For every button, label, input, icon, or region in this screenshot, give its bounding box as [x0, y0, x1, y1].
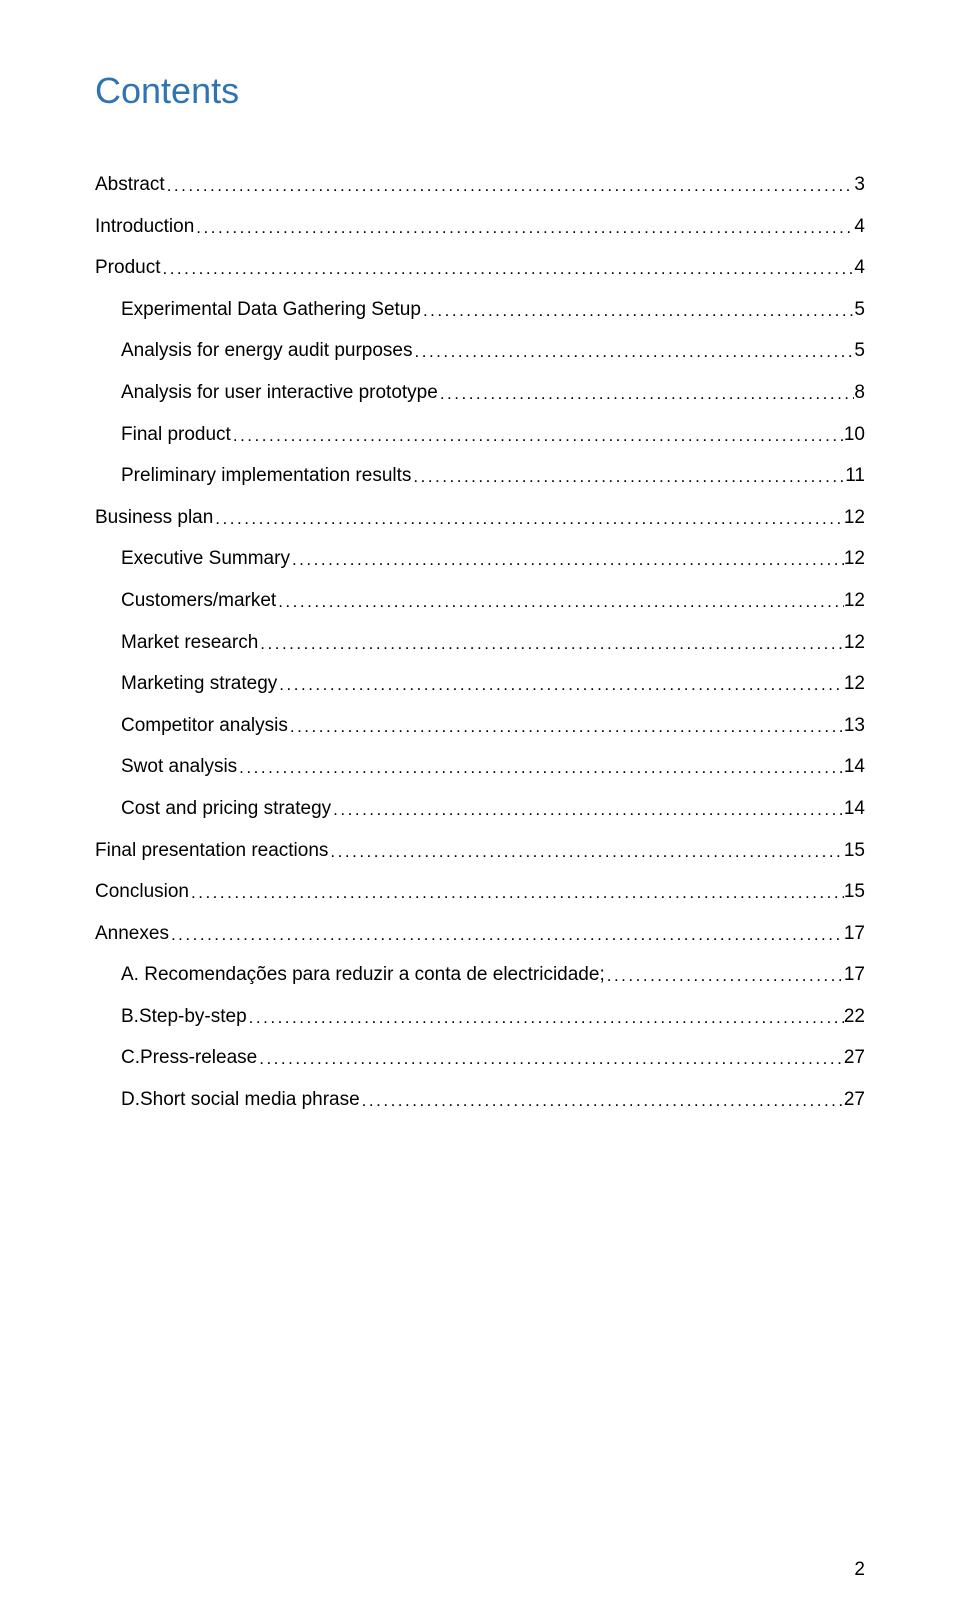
toc-entry-page: 27: [844, 1045, 865, 1072]
toc-leader-dots: [231, 424, 844, 448]
toc-leader-dots: [247, 1006, 844, 1030]
toc-entry-label: C.Press-release: [121, 1045, 257, 1072]
toc-entry[interactable]: Product 4: [95, 255, 865, 282]
toc-leader-dots: [421, 299, 854, 323]
toc-entry-page: 12: [844, 588, 865, 615]
toc-entry-label: Conclusion: [95, 879, 189, 906]
toc-leader-dots: [277, 673, 844, 697]
toc-leader-dots: [288, 715, 844, 739]
toc-entry-label: Market research: [121, 630, 258, 657]
toc-leader-dots: [438, 382, 855, 406]
toc-entry[interactable]: Final product 10: [95, 422, 865, 449]
toc-entry-page: 12: [844, 546, 865, 573]
toc-leader-dots: [605, 964, 844, 988]
toc-entry[interactable]: Swot analysis 14: [95, 754, 865, 781]
toc-entry-page: 22: [844, 1004, 865, 1031]
toc-entry-label: Introduction: [95, 214, 194, 241]
toc-leader-dots: [360, 1089, 844, 1113]
toc-leader-dots: [169, 923, 844, 947]
toc-entry[interactable]: Competitor analysis 13: [95, 713, 865, 740]
toc-entry-label: Swot analysis: [121, 754, 237, 781]
toc-leader-dots: [213, 507, 844, 531]
toc-entry[interactable]: Business plan 12: [95, 505, 865, 532]
toc-entry[interactable]: Abstract 3: [95, 172, 865, 199]
toc-leader-dots: [165, 174, 855, 198]
document-page: Contents Abstract 3Introduction 4Product…: [0, 0, 960, 1621]
toc-entry[interactable]: Experimental Data Gathering Setup 5: [95, 297, 865, 324]
toc-entry-page: 15: [844, 838, 865, 865]
toc-entry-page: 4: [854, 214, 865, 241]
toc-entry-label: Product: [95, 255, 160, 282]
toc-entry-page: 8: [854, 380, 865, 407]
toc-entry-page: 17: [844, 962, 865, 989]
toc-leader-dots: [189, 881, 844, 905]
toc-leader-dots: [276, 590, 844, 614]
page-number: 2: [854, 1559, 865, 1581]
toc-entry-label: B.Step-by-step: [121, 1004, 247, 1031]
toc-leader-dots: [194, 216, 854, 240]
toc-entry-label: Abstract: [95, 172, 165, 199]
toc-entry-page: 14: [844, 754, 865, 781]
toc-entry-label: Experimental Data Gathering Setup: [121, 297, 421, 324]
toc-entry-page: 14: [844, 796, 865, 823]
toc-leader-dots: [411, 465, 845, 489]
toc-entry[interactable]: Marketing strategy 12: [95, 671, 865, 698]
toc-entry[interactable]: D.Short social media phrase 27: [95, 1087, 865, 1114]
toc-entry-label: Analysis for user interactive prototype: [121, 380, 438, 407]
toc-leader-dots: [328, 840, 843, 864]
toc-entry-page: 11: [845, 463, 865, 490]
toc-entry-label: Preliminary implementation results: [121, 463, 411, 490]
toc-entry-page: 4: [854, 255, 865, 282]
toc-entry-page: 3: [854, 172, 865, 199]
toc-entry-label: Executive Summary: [121, 546, 290, 573]
toc-entry[interactable]: B.Step-by-step 22: [95, 1004, 865, 1031]
toc-entry-label: A. Recomendações para reduzir a conta de…: [121, 962, 605, 989]
toc-leader-dots: [237, 756, 844, 780]
toc-entry-label: Competitor analysis: [121, 713, 288, 740]
toc-entry[interactable]: Cost and pricing strategy 14: [95, 796, 865, 823]
toc-entry-label: Final product: [121, 422, 231, 449]
toc-leader-dots: [160, 257, 854, 281]
toc-entry-page: 17: [844, 921, 865, 948]
toc-entry[interactable]: A. Recomendações para reduzir a conta de…: [95, 962, 865, 989]
toc-entry[interactable]: Executive Summary 12: [95, 546, 865, 573]
toc-leader-dots: [331, 798, 844, 822]
table-of-contents: Abstract 3Introduction 4Product 4Experim…: [95, 172, 865, 1114]
toc-entry-label: Business plan: [95, 505, 213, 532]
toc-entry-page: 12: [844, 505, 865, 532]
toc-entry[interactable]: Analysis for user interactive prototype …: [95, 380, 865, 407]
toc-leader-dots: [413, 340, 855, 364]
toc-entry[interactable]: Final presentation reactions 15: [95, 838, 865, 865]
toc-leader-dots: [258, 632, 844, 656]
toc-entry-page: 5: [854, 338, 865, 365]
toc-entry-page: 13: [844, 713, 865, 740]
toc-entry-label: Final presentation reactions: [95, 838, 328, 865]
toc-entry-page: 12: [844, 671, 865, 698]
toc-entry-label: D.Short social media phrase: [121, 1087, 360, 1114]
toc-entry[interactable]: Annexes 17: [95, 921, 865, 948]
toc-entry-page: 10: [844, 422, 865, 449]
toc-entry[interactable]: Analysis for energy audit purposes 5: [95, 338, 865, 365]
toc-entry-label: Customers/market: [121, 588, 276, 615]
toc-entry-label: Cost and pricing strategy: [121, 796, 331, 823]
toc-entry-page: 27: [844, 1087, 865, 1114]
toc-entry-label: Marketing strategy: [121, 671, 277, 698]
toc-entry-label: Annexes: [95, 921, 169, 948]
toc-entry[interactable]: Preliminary implementation results 11: [95, 463, 865, 490]
toc-entry-page: 5: [854, 297, 865, 324]
contents-heading: Contents: [95, 70, 865, 112]
toc-entry[interactable]: C.Press-release 27: [95, 1045, 865, 1072]
toc-entry[interactable]: Conclusion 15: [95, 879, 865, 906]
toc-entry-page: 12: [844, 630, 865, 657]
toc-entry[interactable]: Introduction 4: [95, 214, 865, 241]
toc-leader-dots: [290, 548, 844, 572]
toc-entry[interactable]: Customers/market 12: [95, 588, 865, 615]
toc-entry-label: Analysis for energy audit purposes: [121, 338, 413, 365]
toc-entry[interactable]: Market research 12: [95, 630, 865, 657]
toc-leader-dots: [257, 1047, 844, 1071]
toc-entry-page: 15: [844, 879, 865, 906]
